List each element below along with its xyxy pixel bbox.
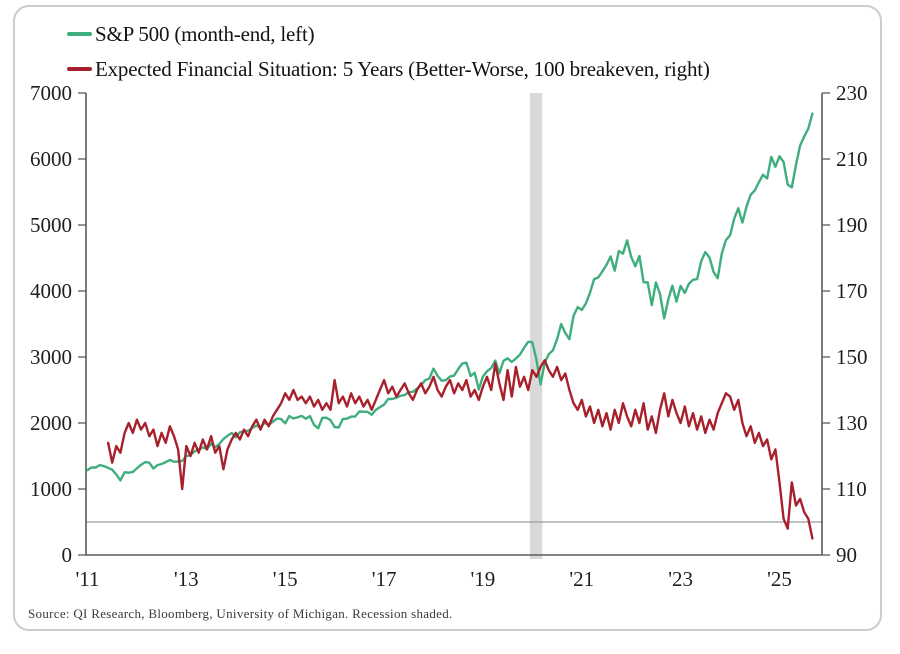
- chart-card-border: [13, 5, 882, 631]
- recession-band: [529, 93, 543, 559]
- svg-text:210: 210: [836, 147, 868, 171]
- svg-text:2000: 2000: [30, 411, 72, 435]
- svg-text:3000: 3000: [30, 345, 72, 369]
- expectations-line-swatch: [67, 67, 92, 71]
- svg-text:'17: '17: [372, 567, 397, 591]
- expectations-legend-label: Expected Financial Situation: 5 Years (B…: [95, 56, 710, 81]
- svg-text:'11: '11: [75, 567, 99, 591]
- svg-text:110: 110: [836, 477, 867, 501]
- legend-item-sp500: S&P 500 (month-end, left): [67, 21, 315, 47]
- svg-text:150: 150: [836, 345, 868, 369]
- svg-text:130: 130: [836, 411, 868, 435]
- svg-text:90: 90: [836, 543, 857, 567]
- svg-text:'19: '19: [471, 567, 496, 591]
- svg-text:4000: 4000: [30, 279, 72, 303]
- svg-text:'23: '23: [668, 567, 693, 591]
- svg-text:'25: '25: [767, 567, 792, 591]
- svg-text:'15: '15: [273, 567, 298, 591]
- svg-text:0: 0: [62, 543, 73, 567]
- svg-text:'13: '13: [174, 567, 199, 591]
- svg-text:230: 230: [836, 81, 868, 105]
- left-axis-labels: 0 1000 2000 3000 4000 5000 6000 7000: [30, 81, 86, 567]
- svg-text:6000: 6000: [30, 147, 72, 171]
- right-axis-labels: 90 110 130 150 170 190 210 230: [822, 81, 868, 567]
- svg-text:7000: 7000: [30, 81, 72, 105]
- svg-text:190: 190: [836, 213, 868, 237]
- legend-item-expectations: Expected Financial Situation: 5 Years (B…: [67, 56, 710, 82]
- expectations-line: [106, 359, 814, 540]
- sp500-legend-label: S&P 500 (month-end, left): [95, 21, 315, 46]
- svg-text:'21: '21: [569, 567, 594, 591]
- x-axis-labels: '11 '13 '15 '17 '19 '21 '23 '25: [75, 567, 791, 591]
- svg-text:170: 170: [836, 279, 868, 303]
- sp500-line-swatch: [67, 32, 92, 36]
- svg-text:5000: 5000: [30, 213, 72, 237]
- source-note: Source: QI Research, Bloomberg, Universi…: [28, 606, 453, 621]
- svg-text:1000: 1000: [30, 477, 72, 501]
